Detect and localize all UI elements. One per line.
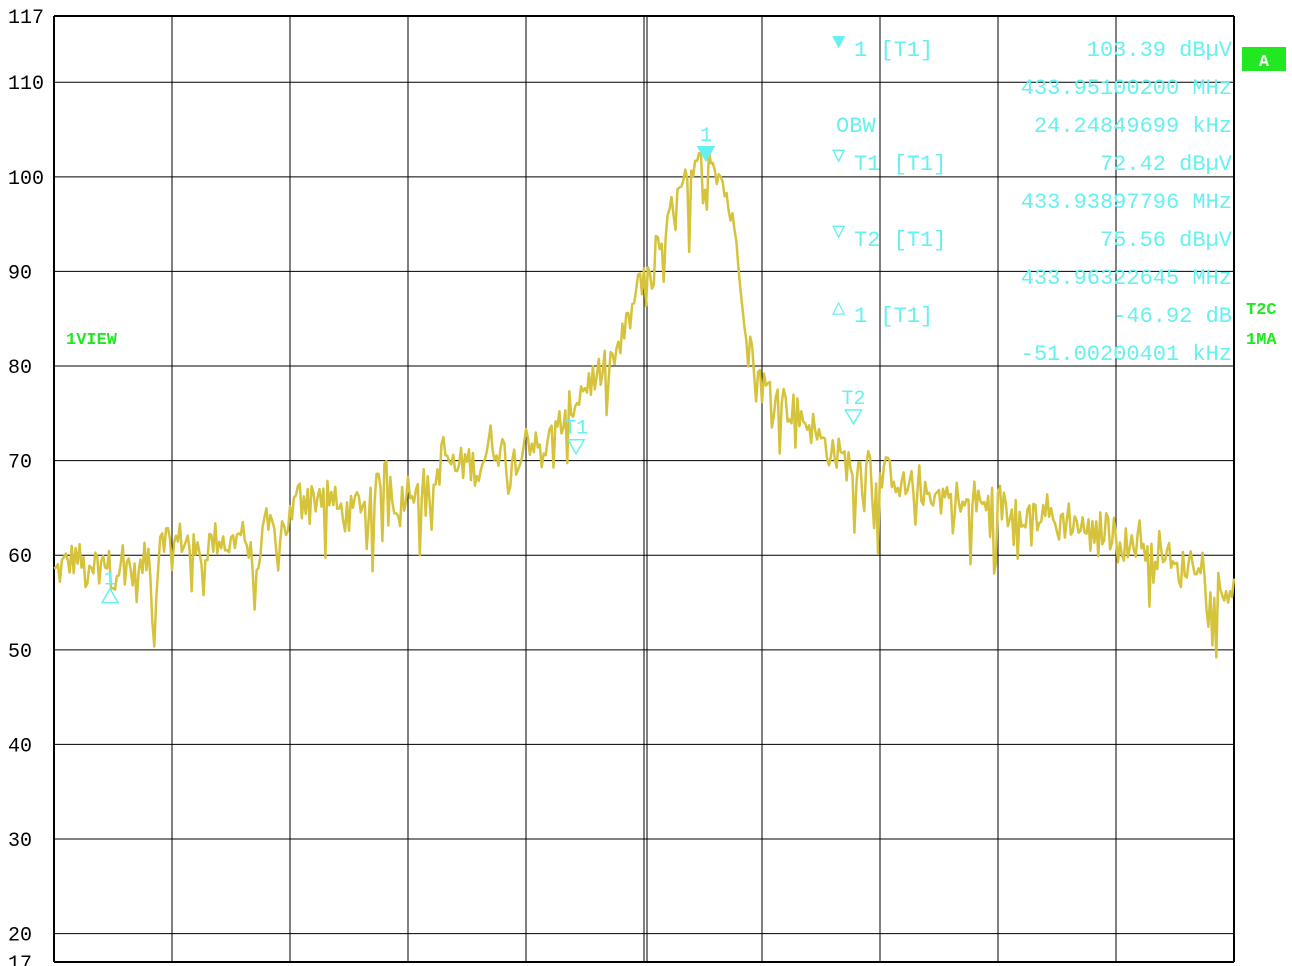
y-tick-label: 80: [8, 357, 32, 380]
side-label-t2c: T2C: [1246, 301, 1277, 320]
y-tick-label: 17: [8, 953, 32, 966]
view-label: 1VIEW: [66, 331, 118, 350]
table-marker-symbol: △: [832, 296, 846, 321]
table-marker-name: OBW: [836, 114, 876, 139]
table-marker-value: 75.56 dBµV: [1100, 228, 1233, 253]
table-marker-symbol: ▼: [832, 30, 846, 55]
marker-label: 1: [700, 125, 712, 148]
table-marker-freq: -51.00200401 kHz: [1021, 342, 1232, 367]
marker-label: T1: [564, 418, 588, 441]
y-tick-label: 60: [8, 546, 32, 569]
table-marker-name: T2 [T1]: [854, 228, 946, 253]
marker-symbol: [696, 146, 716, 163]
spectrum-trace: [53, 149, 1236, 659]
table-marker-freq: 433.96322645 MHz: [1021, 266, 1232, 291]
table-marker-name: 1 [T1]: [854, 38, 933, 63]
y-tick-label: 100: [8, 168, 44, 191]
table-marker-value: -46.92 dB: [1113, 304, 1232, 329]
y-tick-labels: 117 110 100 90 80 70 60 50 40 30 20 17: [8, 7, 44, 966]
y-tick-label: 50: [8, 641, 32, 664]
y-tick-label: 110: [8, 73, 44, 96]
marker-symbol: [100, 587, 120, 604]
marker-label: T2: [841, 388, 865, 411]
marker-table: ▼ 1 [T1] 103.39 dBµV 433.95100200 MHz OBW 24.…: [832, 30, 1233, 367]
marker-layer: 1 T1 T2 1: [100, 125, 865, 604]
y-tick-label: 117: [8, 7, 44, 30]
y-tick-label: 70: [8, 452, 32, 475]
trace-a-badge: [1242, 47, 1286, 71]
table-marker-name: 1 [T1]: [854, 304, 933, 329]
y-tick-label: 30: [8, 830, 32, 853]
trace-a-badge-label: A: [1259, 53, 1270, 72]
table-marker-value: 103.39 dBµV: [1087, 38, 1233, 63]
table-marker-symbol: ▽: [832, 220, 846, 245]
marker-symbol: [844, 409, 863, 426]
y-tick-label: 40: [8, 735, 32, 758]
table-marker-freq: 433.93897796 MHz: [1021, 190, 1232, 215]
y-tick-label: 90: [8, 262, 32, 285]
marker-symbol: [566, 438, 586, 456]
marker-label: 1: [104, 569, 116, 592]
table-marker-symbol: ▽: [832, 144, 846, 169]
table-marker-value: 72.42 dBµV: [1100, 152, 1233, 177]
table-marker-name: T1 [T1]: [854, 152, 946, 177]
table-marker-value: 24.24849699 kHz: [1034, 114, 1232, 139]
side-label-1ma: 1MA: [1246, 331, 1277, 350]
trace-layer: [53, 149, 1236, 659]
y-tick-label: 20: [8, 925, 32, 948]
table-marker-freq: 433.95100200 MHz: [1021, 76, 1232, 101]
